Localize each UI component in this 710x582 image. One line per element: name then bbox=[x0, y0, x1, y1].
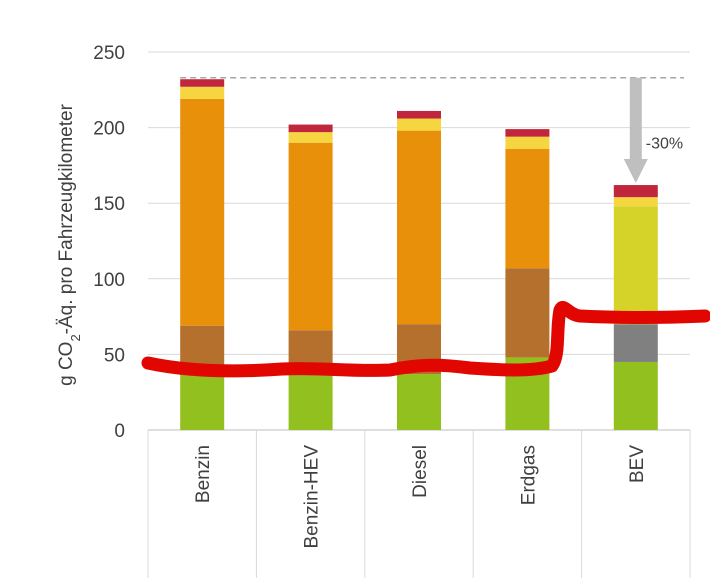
y-axis-title: g CO2-Äq. pro Fahrzeugkilometer bbox=[56, 103, 83, 385]
y-axis-title-post: -Äq. pro Fahrzeugkilometer bbox=[56, 103, 77, 334]
bar-benzin-hev-segment-1 bbox=[288, 374, 333, 430]
y-tick-label: 200 bbox=[93, 119, 125, 140]
bar-erdgas-segment-5 bbox=[505, 129, 550, 137]
bar-benzin-segment-3 bbox=[180, 98, 225, 326]
annotation-group: -30% bbox=[623, 77, 683, 184]
bar-erdgas-segment-2 bbox=[505, 268, 550, 358]
category-label: Benzin-HEV bbox=[302, 445, 323, 549]
y-tick-label: 50 bbox=[104, 345, 125, 366]
category-axis: Benzin Benzin-HEV Diesel Erdgas BEV bbox=[147, 430, 691, 578]
bar-erdgas-segment-3 bbox=[505, 148, 550, 269]
bar-benzin-hev-segment-3 bbox=[288, 142, 333, 331]
bar-bev-segment-3b bbox=[613, 206, 658, 325]
bar-benzin-hev-segment-5 bbox=[288, 124, 333, 133]
bar-benzin-segment-4 bbox=[180, 86, 225, 99]
y-tick-labels: 0 50 100 150 200 250 bbox=[93, 43, 125, 442]
bar-erdgas-segment-4 bbox=[505, 136, 550, 149]
category-label: BEV bbox=[627, 445, 648, 483]
bar-bev-segment-2b bbox=[613, 324, 658, 362]
reduction-arrow bbox=[623, 77, 648, 184]
y-tick-label: 0 bbox=[114, 421, 125, 442]
category-label: Diesel bbox=[410, 445, 431, 498]
bar-diesel-segment-1 bbox=[397, 374, 441, 430]
bar-diesel-segment-3 bbox=[397, 130, 441, 325]
bar-bev-segment-1 bbox=[613, 361, 658, 430]
y-tick-label: 150 bbox=[93, 194, 125, 215]
bar-diesel-segment-4 bbox=[397, 118, 441, 131]
bar-bev-segment-4 bbox=[613, 197, 658, 207]
y-tick-label: 100 bbox=[93, 270, 125, 291]
category-label: Erdgas bbox=[518, 445, 539, 505]
reduction-label: -30% bbox=[646, 135, 683, 152]
y-tick-label: 250 bbox=[93, 43, 125, 64]
y-axis-title-pre: g CO bbox=[56, 342, 77, 386]
category-label: Benzin bbox=[193, 445, 214, 503]
y-axis-title-sub: 2 bbox=[68, 334, 83, 341]
bars bbox=[180, 79, 658, 430]
bar-diesel-segment-5 bbox=[397, 110, 441, 119]
bar-bev-segment-5 bbox=[613, 185, 658, 198]
bar-benzin-hev-segment-4 bbox=[288, 132, 333, 143]
bar-benzin-segment-1 bbox=[180, 374, 225, 430]
bar-benzin-segment-5 bbox=[180, 79, 225, 87]
red-overlay-stroke bbox=[141, 300, 710, 378]
